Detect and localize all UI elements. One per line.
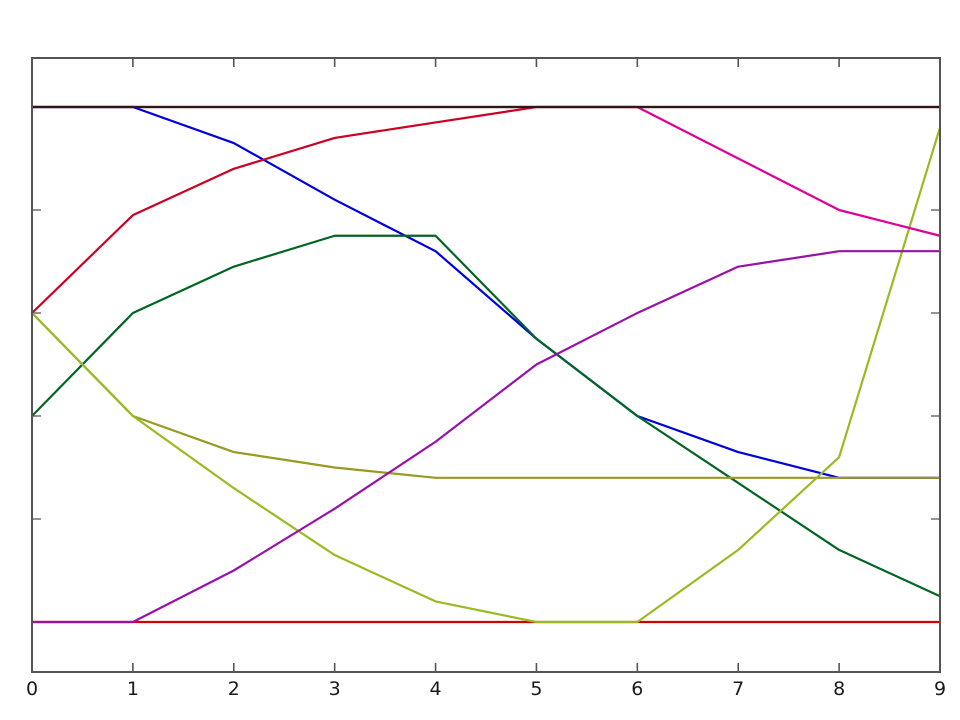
x-tick-label: 3 (328, 678, 341, 700)
series-line-series-purple (30, 250, 942, 624)
x-tick-label: 1 (126, 678, 139, 700)
plot-frame (31, 57, 941, 673)
data-series-group (30, 105, 942, 624)
x-tick-label: 6 (631, 678, 644, 700)
series-line-series-olive (30, 311, 942, 479)
plot-background (32, 58, 940, 672)
x-tick-label: 9 (933, 678, 947, 700)
series-line-series-dark-green (30, 234, 942, 598)
axis-ticks (31, 58, 941, 672)
x-tick-label: 7 (732, 678, 745, 700)
x-tick-label: 0 (25, 678, 39, 700)
x-tick-label: 4 (429, 678, 442, 700)
series-line-series-yellow-green (30, 126, 942, 624)
x-tick-label: 5 (530, 678, 543, 700)
x-tick-label: 2 (227, 678, 240, 700)
x-tick-label: 8 (833, 678, 846, 700)
series-line-series-blue (30, 105, 942, 479)
